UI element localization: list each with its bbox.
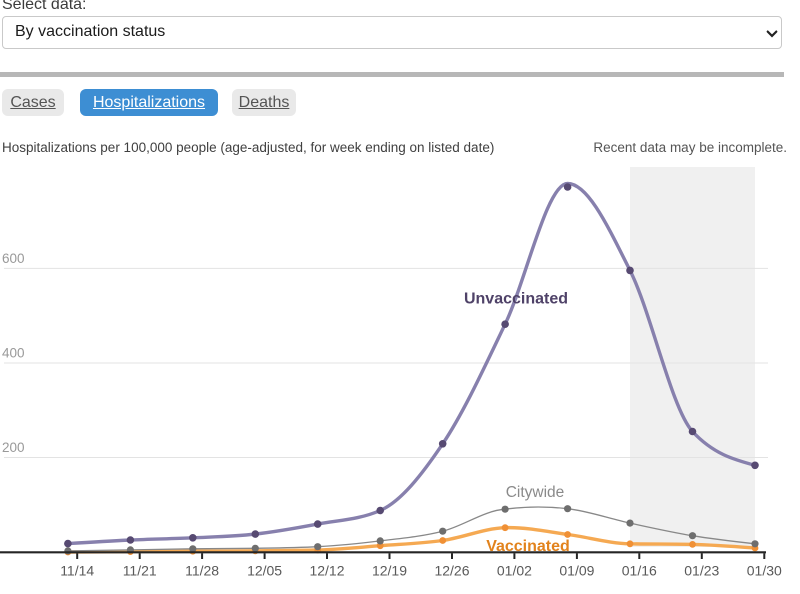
svg-text:12/05: 12/05 xyxy=(247,563,282,579)
svg-text:01/16: 01/16 xyxy=(622,563,657,579)
svg-text:01/09: 01/09 xyxy=(559,563,594,579)
svg-text:01/02: 01/02 xyxy=(497,563,532,579)
svg-text:600: 600 xyxy=(2,251,25,266)
svg-text:11/28: 11/28 xyxy=(185,563,219,579)
svg-text:11/14: 11/14 xyxy=(60,563,94,579)
svg-text:12/12: 12/12 xyxy=(309,563,344,579)
svg-text:11/21: 11/21 xyxy=(123,563,157,579)
svg-text:200: 200 xyxy=(2,440,25,455)
svg-text:Unvaccinated: Unvaccinated xyxy=(464,291,568,308)
svg-text:01/23: 01/23 xyxy=(684,563,719,579)
svg-text:Citywide: Citywide xyxy=(506,484,565,501)
svg-text:12/26: 12/26 xyxy=(434,563,469,579)
svg-text:01/30: 01/30 xyxy=(747,563,782,579)
svg-text:12/19: 12/19 xyxy=(372,563,407,579)
svg-text:400: 400 xyxy=(2,346,25,361)
svg-text:Vaccinated: Vaccinated xyxy=(486,538,570,555)
